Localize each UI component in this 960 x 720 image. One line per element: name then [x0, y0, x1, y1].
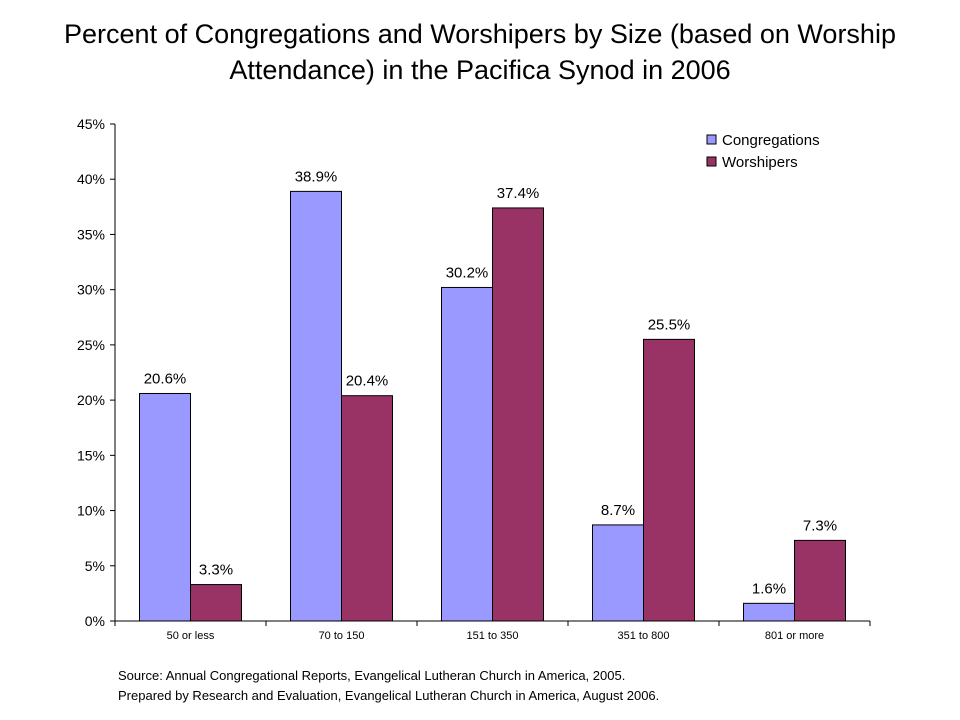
data-label: 37.4%	[497, 185, 540, 202]
y-tick-label: 20%	[77, 392, 105, 408]
legend-label: Congregations	[722, 132, 820, 149]
bar-worshipers	[341, 395, 393, 622]
data-label: 1.6%	[752, 580, 786, 597]
y-tick-label: 40%	[77, 171, 105, 187]
y-tick-label: 5%	[85, 558, 105, 574]
legend-label: Worshipers	[722, 154, 798, 171]
chart-title: Percent of Congregations and Worshipers …	[64, 19, 896, 85]
bar-congregations	[290, 190, 342, 622]
source-line-2: Prepared by Research and Evaluation, Eva…	[118, 688, 660, 703]
y-tick-label: 35%	[77, 226, 105, 242]
bar-worshipers	[492, 207, 544, 622]
data-label: 20.6%	[144, 370, 187, 387]
data-label: 8.7%	[601, 502, 635, 519]
legend-swatch	[706, 156, 717, 167]
bar-worshipers	[190, 584, 242, 622]
legend-swatch	[706, 134, 717, 145]
data-label: 30.2%	[446, 264, 489, 281]
x-tick-label: 70 to 150	[319, 630, 365, 642]
bar-congregations	[743, 602, 795, 622]
x-tick-label: 351 to 800	[618, 630, 670, 642]
x-tick-label: 151 to 350	[467, 630, 519, 642]
data-label: 20.4%	[346, 373, 389, 390]
bar-worshipers	[794, 539, 846, 622]
y-tick-label: 0%	[85, 613, 105, 629]
source-line-1: Source: Annual Congregational Reports, E…	[118, 668, 626, 683]
source-note: Source: Annual Congregational Reports, E…	[118, 666, 659, 706]
y-tick-label: 10%	[77, 503, 105, 519]
y-tick-label: 30%	[77, 282, 105, 298]
bar-congregations	[592, 524, 644, 622]
y-tick-label: 45%	[77, 116, 105, 132]
data-label: 25.5%	[648, 316, 691, 333]
data-label: 3.3%	[199, 562, 233, 579]
plot-area: 0% 5% 10% 15% 20% 25% 30% 35% 40% 45% 20.6% 3.3% 50 …	[77, 116, 871, 642]
bar-congregations	[441, 286, 493, 622]
x-tick-label: 50 or less	[167, 630, 215, 642]
y-tick-label: 15%	[77, 447, 105, 463]
bar-worshipers	[643, 338, 695, 622]
bar-congregations	[139, 392, 191, 622]
data-label: 7.3%	[803, 517, 837, 534]
data-label: 38.9%	[295, 168, 338, 185]
y-tick-label: 25%	[77, 337, 105, 353]
legend: Congregations Worshipers	[706, 132, 820, 171]
bar-chart: 0% 5% 10% 15% 20% 25% 30% 35% 40% 45% 20.6% 3.3% 50 …	[77, 116, 871, 642]
x-tick-label: 801 or more	[765, 630, 824, 642]
